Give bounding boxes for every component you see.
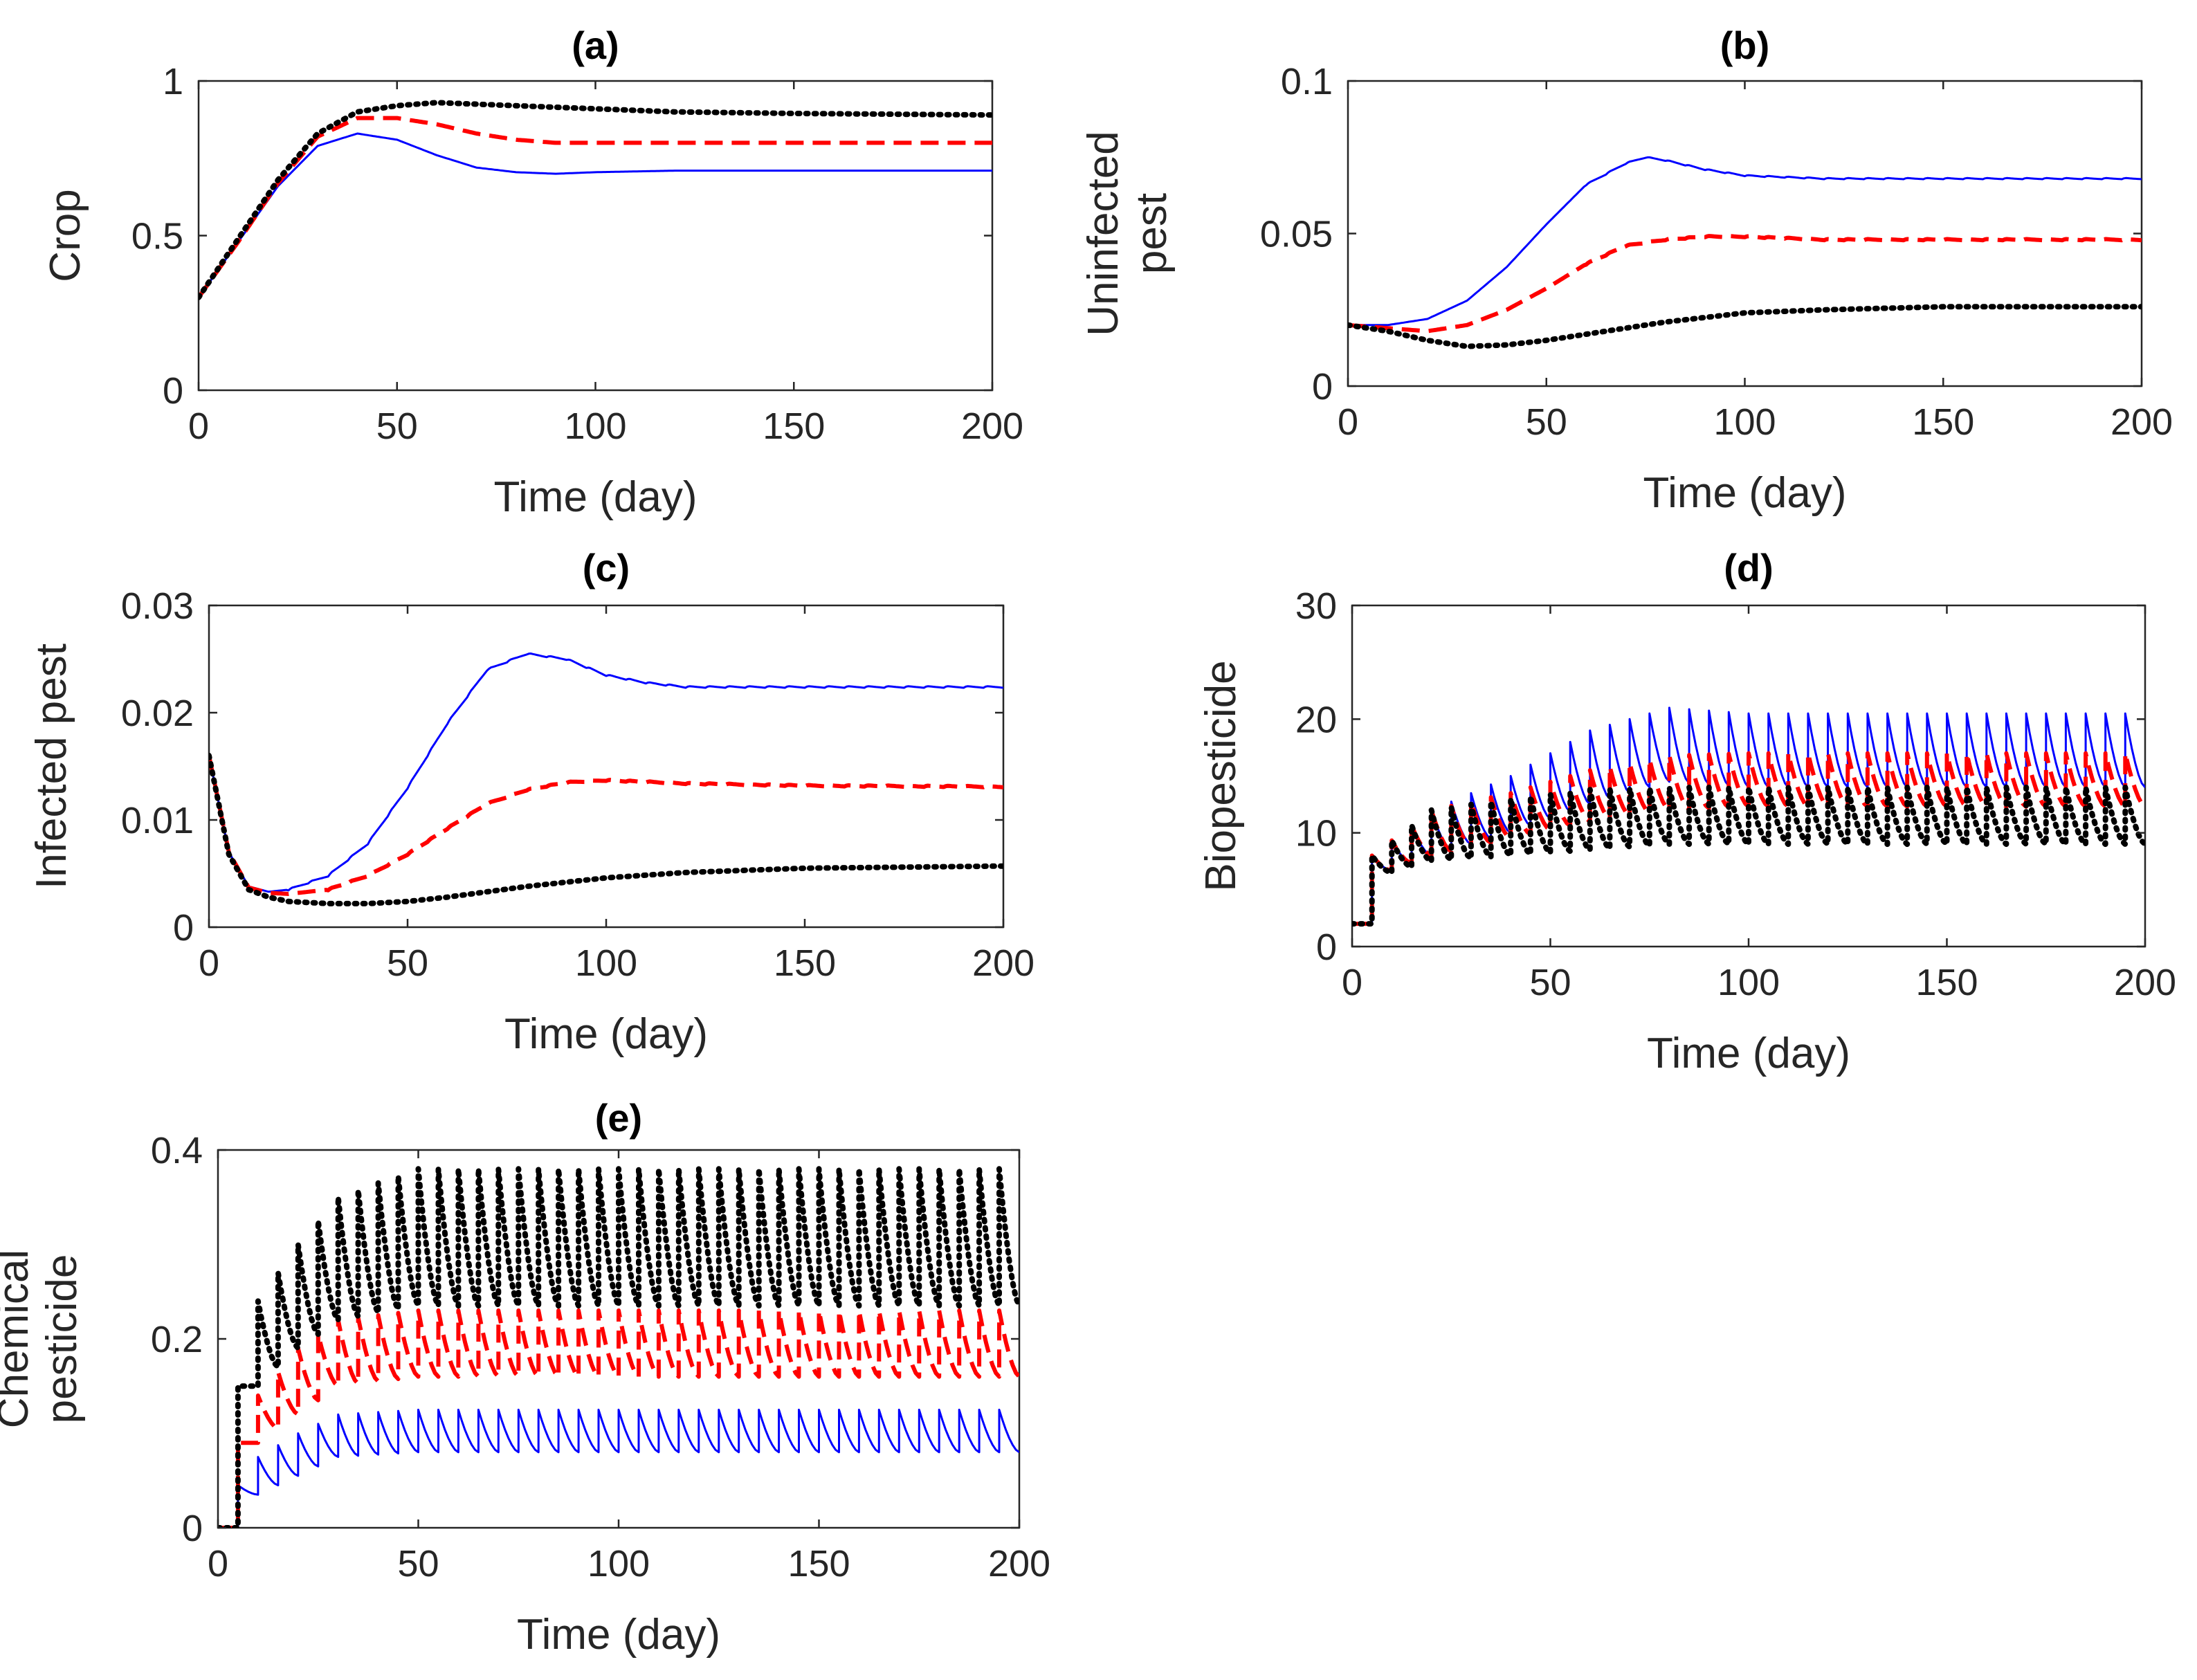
y-axis-label: Biopesticide <box>1197 660 1245 891</box>
series-red-line <box>1348 234 2142 334</box>
x-axis-label: Time (day) <box>1643 469 1847 517</box>
series-red-line <box>1352 751 2145 926</box>
x-tick-label: 150 <box>1912 401 1974 443</box>
series-group-b <box>1348 156 2142 349</box>
x-tick-label: 200 <box>961 405 1023 447</box>
y-axis-label: pest <box>1128 193 1176 274</box>
x-tick-label: 100 <box>564 405 626 447</box>
y-tick-label: 1 <box>163 61 183 102</box>
x-tick-label: 150 <box>787 1543 850 1585</box>
series-group-e <box>218 1166 1019 1528</box>
x-tick-label: 150 <box>763 405 825 447</box>
x-tick-label: 150 <box>1915 962 1978 1003</box>
x-tick-label: 100 <box>1717 962 1780 1003</box>
series-black-line <box>1348 304 2142 349</box>
x-axis-label: Time (day) <box>517 1611 720 1659</box>
y-tick-label: 0.1 <box>1281 61 1333 102</box>
series-black-line <box>1352 784 2145 927</box>
x-axis-label: Time (day) <box>504 1010 708 1058</box>
x-tick-label: 200 <box>2111 401 2173 443</box>
x-tick-label: 100 <box>1713 401 1776 443</box>
series-blue-line <box>1352 706 2145 925</box>
panel-title: (d) <box>1724 546 1774 590</box>
y-tick-label: 0 <box>173 907 194 949</box>
panel-a: 0 50 100 150 200 0 0.5 1 (a) Time (day) Crop <box>42 24 1023 521</box>
series-group-a <box>199 100 992 300</box>
panel-b: 0 50 100 150 200 0 0.05 0.1 (b) Time (day) Uninfec… <box>1079 24 2173 517</box>
series-group-c <box>209 652 1003 906</box>
y-tick-label: 0.4 <box>151 1130 203 1171</box>
y-tick-label: 0 <box>182 1508 203 1549</box>
y-tick-label: 0.03 <box>121 585 194 627</box>
y-tick-label: 0 <box>163 370 183 412</box>
x-tick-label: 200 <box>988 1543 1050 1585</box>
series-group-d <box>1352 706 2145 927</box>
x-tick-label: 50 <box>387 942 428 984</box>
x-tick-label: 0 <box>1338 401 1358 443</box>
axes-b <box>1347 80 2143 387</box>
y-axis-label: Crop <box>42 189 89 282</box>
y-tick-label: 0 <box>1312 366 1333 408</box>
x-tick-label: 150 <box>774 942 836 984</box>
y-tick-label: 0.02 <box>121 693 194 734</box>
series-black-line <box>218 1166 1019 1528</box>
series-red-line <box>218 1308 1019 1528</box>
series-blue-line <box>218 1408 1019 1528</box>
y-tick-label: 0.2 <box>151 1319 203 1360</box>
panel-title: (b) <box>1720 24 1770 67</box>
x-tick-label: 50 <box>376 405 418 447</box>
panel-title: (c) <box>583 546 630 590</box>
panel-title: (a) <box>572 24 619 67</box>
y-tick-label: 10 <box>1295 813 1337 855</box>
y-tick-label: 0 <box>1316 926 1337 968</box>
x-tick-label: 0 <box>208 1543 228 1585</box>
x-tick-label: 50 <box>397 1543 439 1585</box>
y-tick-label: 0.05 <box>1260 214 1333 255</box>
x-tick-label: 200 <box>972 942 1034 984</box>
x-tick-label: 0 <box>1342 962 1362 1003</box>
axes-c <box>208 604 1005 929</box>
axes-a <box>197 80 994 392</box>
x-tick-label: 200 <box>2114 962 2176 1003</box>
panel-d: 0 50 100 150 200 0 10 20 30 (d) Time (day) Biopesti… <box>1197 546 2176 1077</box>
x-tick-label: 50 <box>1529 962 1571 1003</box>
y-tick-label: 20 <box>1295 699 1337 740</box>
y-axis-label: Infected pest <box>28 643 75 889</box>
panel-c: 0 50 100 150 200 0 0.01 0.02 0.03 (c) Time (day) In… <box>28 546 1034 1058</box>
y-axis-label: Uninfected <box>1079 131 1127 336</box>
series-blue-line <box>199 132 992 298</box>
x-tick-label: 100 <box>587 1543 650 1585</box>
y-tick-label: 0.5 <box>131 216 183 257</box>
y-axis-label: pesticide <box>38 1254 86 1424</box>
y-tick-label: 0.01 <box>121 800 194 841</box>
x-tick-label: 0 <box>199 942 219 984</box>
y-axis-label: Chemical <box>0 1250 37 1428</box>
series-blue-line <box>1348 156 2142 327</box>
x-tick-label: 100 <box>575 942 637 984</box>
series-blue-line <box>209 652 1003 893</box>
x-tick-label: 50 <box>1526 401 1567 443</box>
x-axis-label: Time (day) <box>494 473 698 521</box>
x-axis-label: Time (day) <box>1647 1030 1850 1077</box>
series-red-line <box>209 755 1003 896</box>
panel-e: 0 50 100 150 200 0 0.2 0.4 (e) Time (day) Chemical… <box>0 1096 1050 1659</box>
series-black-line <box>199 100 992 300</box>
panel-title: (e) <box>595 1096 642 1140</box>
series-black-line <box>209 753 1003 906</box>
x-tick-label: 0 <box>188 405 209 447</box>
y-tick-label: 30 <box>1295 585 1337 627</box>
